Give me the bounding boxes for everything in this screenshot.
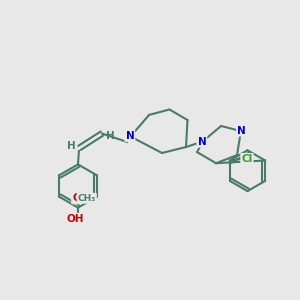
Text: Cl: Cl bbox=[241, 154, 253, 164]
Text: N: N bbox=[125, 131, 134, 141]
Text: H: H bbox=[67, 140, 76, 151]
Text: H: H bbox=[106, 131, 115, 141]
Text: O: O bbox=[72, 193, 81, 203]
Text: OH: OH bbox=[67, 214, 84, 224]
Text: N: N bbox=[237, 125, 246, 136]
Text: N: N bbox=[197, 136, 206, 147]
Text: CH₃: CH₃ bbox=[78, 194, 96, 203]
